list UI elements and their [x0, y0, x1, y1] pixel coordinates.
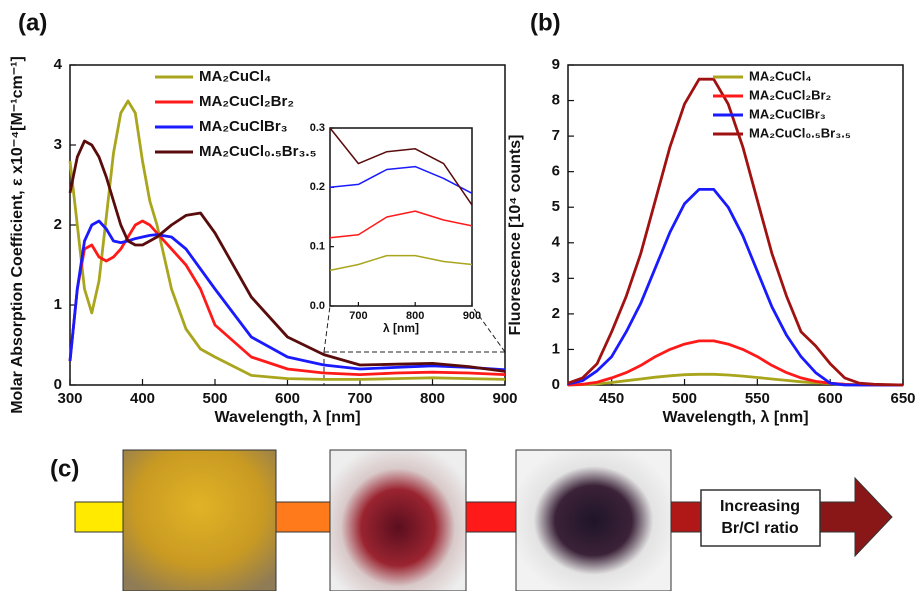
x-tick-label: 800	[420, 390, 445, 407]
y-tick-label: 0	[54, 376, 62, 393]
legend-label: MA₂CuClBr₃	[199, 118, 288, 135]
legend-label: MA₂CuCl₄	[199, 68, 271, 85]
legend-label: MA₂CuCl₀.₅Br₃.₅	[199, 143, 317, 160]
x-tick-label: 700	[349, 310, 367, 322]
y-tick-label: 4	[54, 56, 63, 73]
x-axis-label: λ [nm]	[383, 321, 419, 335]
y-tick-label: 1	[552, 340, 560, 357]
x-tick-label: 400	[130, 390, 155, 407]
y-axis-label: Molar Absorption Coefficient, ε x10⁻⁴[M⁻…	[9, 56, 26, 414]
figure: (a) (b) (c) Increasing Br/Cl ratio 30040…	[0, 0, 920, 591]
x-tick-label: 650	[890, 390, 915, 407]
sample-photo	[516, 450, 671, 591]
y-tick-label: 3	[54, 136, 62, 153]
caption-text: Increasing	[720, 498, 800, 515]
x-tick-label: 500	[202, 390, 227, 407]
sample-photo	[330, 450, 466, 591]
y-tick-label: 0.1	[310, 241, 325, 253]
data-line	[568, 189, 903, 385]
y-tick-label: 5	[552, 198, 560, 215]
y-tick-label: 0.3	[310, 122, 325, 134]
legend-label: MA₂CuCl₂Br₂	[199, 93, 294, 110]
x-tick-label: 550	[745, 390, 770, 407]
panel-label: (c)	[50, 455, 79, 482]
x-tick-label: 450	[599, 390, 624, 407]
y-tick-label: 1	[54, 296, 62, 313]
y-tick-label: 9	[552, 56, 560, 73]
x-tick-label: 700	[347, 390, 372, 407]
y-tick-label: 6	[552, 163, 560, 180]
y-tick-label: 4	[552, 234, 561, 251]
x-axis-label: Wavelength, λ [nm]	[214, 409, 360, 426]
plot-frame	[568, 65, 903, 385]
x-tick-label: 900	[492, 390, 517, 407]
y-tick-label: 2	[54, 216, 62, 233]
y-tick-label: 3	[552, 269, 560, 286]
legend-label: MA₂CuCl₂Br₂	[749, 87, 832, 102]
x-tick-label: 500	[672, 390, 697, 407]
x-axis-label: Wavelength, λ [nm]	[662, 409, 808, 426]
x-tick-label: 600	[275, 390, 300, 407]
data-line	[568, 79, 903, 385]
y-tick-label: 2	[552, 305, 560, 322]
y-tick-label: 0.2	[310, 181, 325, 193]
y-tick-label: 7	[552, 127, 560, 144]
x-tick-label: 800	[406, 310, 424, 322]
x-tick-label: 600	[818, 390, 843, 407]
panel-label: (a)	[18, 9, 47, 36]
panel-label: (b)	[530, 9, 561, 36]
y-tick-label: 0	[552, 376, 560, 393]
caption-text: Br/Cl ratio	[721, 520, 799, 537]
y-tick-label: 0.0	[310, 300, 325, 312]
x-tick-label: 900	[463, 310, 481, 322]
legend-label: MA₂CuCl₀.₅Br₃.₅	[749, 125, 851, 140]
sample-photo	[123, 450, 276, 591]
y-axis-label: Fluorescence [10⁴ counts]	[507, 135, 524, 336]
y-tick-label: 8	[552, 92, 560, 109]
legend-label: MA₂CuCl₄	[749, 68, 812, 83]
legend-label: MA₂CuClBr₃	[749, 106, 826, 121]
